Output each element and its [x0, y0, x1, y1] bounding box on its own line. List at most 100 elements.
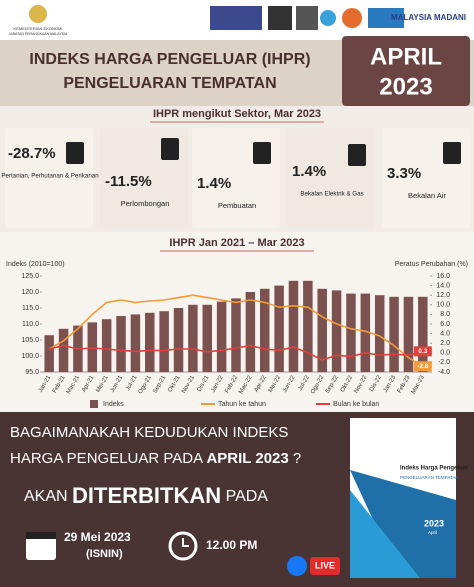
question: HARGA PENGELUAR PADA APRIL 2023 ?	[10, 450, 301, 467]
bar	[173, 308, 184, 372]
bar	[403, 296, 414, 372]
live-badge	[310, 557, 340, 575]
date: 29 Mei 2023	[64, 530, 131, 544]
y2-tick-label: -4.0	[438, 369, 450, 376]
sector-label: Pertanian, Perhutanan & Perikanan	[1, 173, 99, 180]
sector-label: Perlombongan	[121, 199, 170, 208]
y2-tick-label: 0.0	[440, 350, 450, 357]
announce-post: PADA	[226, 488, 269, 505]
logo	[320, 10, 336, 26]
bar	[245, 292, 256, 372]
y2-tick-label: 6.0	[440, 321, 450, 328]
book-shape	[350, 470, 456, 578]
end-label: -2.8	[417, 363, 429, 370]
bar	[58, 328, 69, 372]
month-box	[342, 36, 470, 106]
y2-tick-label: -2.0	[438, 359, 450, 366]
calendar-icon	[26, 532, 56, 560]
bar	[231, 298, 241, 372]
legend-swatch	[90, 400, 98, 408]
y-axis-label: Indeks (2010=100)	[6, 261, 65, 268]
announce-pre: AKAN	[24, 488, 68, 505]
logo	[368, 8, 404, 28]
sector-title: IHPR mengikut Sektor, Mar 2023	[153, 108, 321, 120]
sector-icon	[443, 142, 461, 164]
department: JABATAN PERANGKAAN MALAYSIA	[9, 32, 68, 36]
y-tick-label: 125.0	[21, 273, 39, 280]
sector-icon	[66, 142, 84, 164]
logo	[296, 6, 318, 30]
bar	[374, 295, 385, 372]
y2-tick-label: 2.0	[440, 340, 450, 347]
clock-icon	[168, 531, 198, 561]
facebook-icon	[287, 556, 307, 576]
end-label-box	[413, 361, 432, 372]
y-tick-label: 105.0	[21, 337, 39, 344]
bar	[288, 280, 299, 372]
bar	[101, 319, 112, 372]
bar	[188, 304, 198, 372]
live: LIVE	[315, 560, 335, 570]
question-text: HARGA PENGELUAR PADA	[10, 450, 203, 467]
y2-tick-label: 12.0	[436, 292, 450, 299]
end-label: 0.3	[418, 348, 427, 355]
bar	[145, 312, 155, 372]
bar	[346, 293, 356, 372]
y-tick-label: 115.0	[22, 305, 39, 312]
y2-tick-label: 10.0	[436, 302, 450, 309]
bar	[331, 290, 342, 372]
y2-tick-label: 14.0	[436, 282, 450, 289]
year: 2023	[379, 73, 432, 100]
bar	[130, 314, 141, 372]
bar	[159, 311, 169, 372]
bar	[202, 304, 213, 372]
y-tick-label: 100.0	[21, 353, 39, 360]
ministry: KEMENTERIAN EKONOMI	[14, 26, 63, 31]
sector-icon	[253, 142, 271, 164]
crest	[29, 5, 47, 23]
bar	[216, 301, 227, 372]
book-subtitle: PENGELUARAN TEMPATAN	[400, 475, 459, 480]
bar	[44, 335, 54, 372]
sector-label: Pembuatan	[218, 201, 256, 210]
logo	[268, 6, 292, 30]
end-label-box	[413, 346, 432, 357]
line	[48, 294, 424, 367]
y2-tick-label: 16.0	[436, 273, 450, 280]
sector-label: Bekalan Air	[408, 191, 446, 200]
sector-list: -28.7% Pertanian, Perhutanan & Perikanan -…	[1, 128, 470, 228]
book-shape	[350, 490, 420, 578]
y2-tick-label: 4.0	[440, 330, 450, 337]
legend-label: Indeks	[103, 401, 124, 408]
legend-label: Bulan ke bulan	[333, 401, 379, 408]
book-title: Indeks Harga Pengeluar	[400, 466, 469, 472]
sector-value: 3.3%	[387, 165, 421, 182]
y-tick-label: 110.0	[22, 321, 39, 328]
logo	[210, 6, 262, 30]
question-mark: ?	[293, 450, 301, 467]
y2-tick-label: 8.0	[440, 311, 450, 318]
bar	[274, 285, 284, 372]
y-tick-label: 120.0	[21, 289, 39, 296]
title: PENGELUARAN TEMPATAN	[63, 75, 276, 92]
bar	[259, 288, 270, 372]
bar	[303, 280, 313, 372]
bar	[360, 293, 371, 372]
announce-main: DITERBITKAN	[72, 483, 221, 508]
sector-label: Bekalan Elektrik & Gas	[300, 191, 363, 198]
book-month: April	[428, 530, 437, 535]
legend-label: Tahun ke tahun	[218, 401, 266, 408]
announce: AKAN DITERBITKAN PADA	[24, 483, 268, 508]
bar	[418, 296, 428, 372]
bar	[389, 296, 399, 372]
question-highlight: APRIL 2023	[206, 450, 288, 467]
line	[49, 344, 424, 361]
time: 12.00 PM	[206, 538, 257, 552]
book-year: 2023	[424, 518, 444, 528]
calendar-top	[26, 532, 56, 539]
partner-logos	[210, 6, 404, 30]
sector-value: -28.7%	[8, 145, 56, 162]
sector-value: 1.4%	[197, 175, 231, 192]
chart-title: IHPR Jan 2021 – Mar 2023	[169, 237, 304, 249]
y2-axis-label: Peratus Perubahan (%)	[395, 261, 468, 268]
